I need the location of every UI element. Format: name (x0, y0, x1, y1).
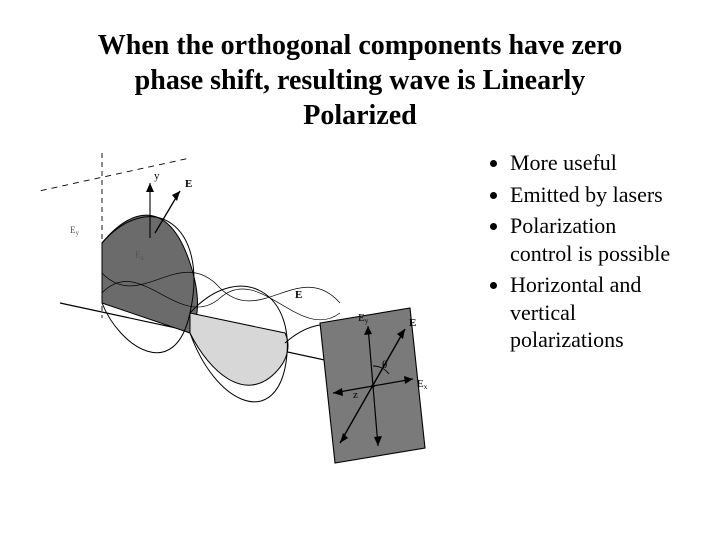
list-item: Horizontal and vertical polarizations (510, 271, 680, 354)
label-E-mid: E (295, 289, 302, 301)
bullet-list: More useful Emitted by lasers Polarizati… (470, 143, 680, 358)
lobe-light (190, 313, 288, 385)
list-item: Polarization control is possible (510, 212, 680, 267)
ref-dashed-line (40, 158, 190, 193)
inset-label-z: z (353, 389, 358, 401)
polarization-figure: y E Ey Ex E z (40, 143, 470, 478)
bullet-text: Polarization control is possible (510, 213, 670, 266)
title-line1: When the orthogonal components have zero (98, 30, 622, 61)
polarization-svg: y E Ey Ex E z (40, 143, 470, 473)
label-Ey: Ey (70, 225, 80, 237)
inset-label-theta: θ (382, 359, 387, 371)
label-y: y (154, 170, 160, 182)
inset-plane: z Ey E Ex θ (320, 308, 428, 463)
label-E: E (185, 178, 192, 190)
inset-label-E: E (409, 317, 416, 329)
slide: When the orthogonal components have zero… (0, 0, 720, 540)
bullet-ul: More useful Emitted by lasers Polarizati… (488, 149, 680, 354)
slide-title: When the orthogonal components have zero… (60, 28, 660, 133)
title-line3-bold: Polarized (303, 100, 417, 131)
bullet-text: Emitted by lasers (510, 182, 663, 207)
title-line2-bold: Linearly (483, 65, 586, 96)
slide-body: y E Ey Ex E z (40, 143, 680, 478)
list-item: Emitted by lasers (510, 181, 680, 209)
inset-label-Ey: Ey (358, 312, 369, 325)
e-vector-arrowhead (172, 191, 180, 201)
bullet-text: Horizontal and vertical polarizations (510, 272, 641, 352)
list-item: More useful (510, 149, 680, 177)
title-line2-pre: phase shift, resulting wave is (135, 65, 483, 96)
y-axis-arrowhead (146, 183, 154, 192)
inset-label-Ex: Ex (417, 378, 428, 391)
bullet-text: More useful (510, 150, 617, 175)
